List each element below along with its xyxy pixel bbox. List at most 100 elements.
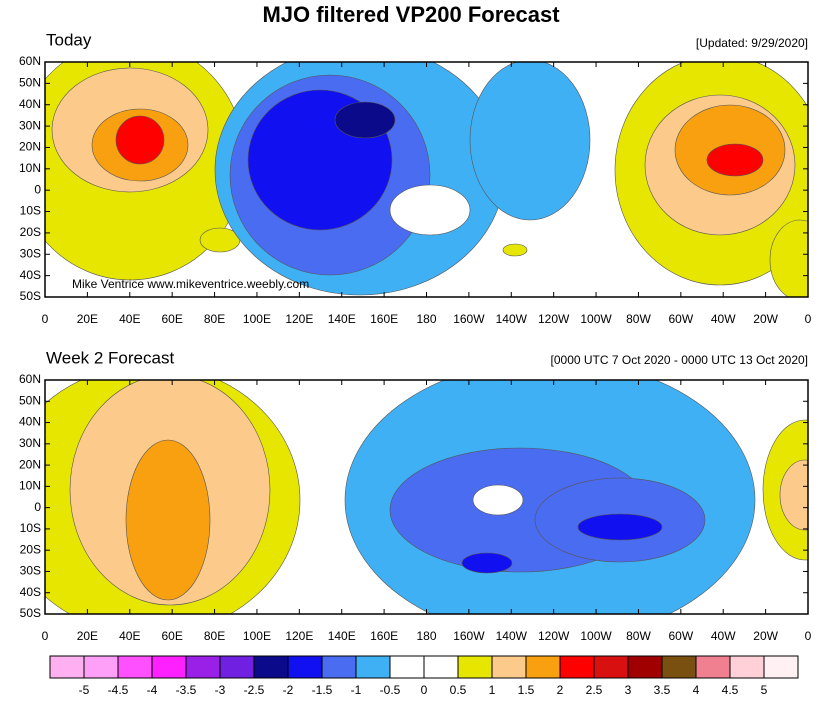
colorbar-label: -5 bbox=[79, 683, 90, 697]
lon-label: 60W bbox=[668, 312, 693, 326]
colorbar-box bbox=[525, 655, 561, 679]
lon-label: 140W bbox=[496, 629, 528, 643]
lon-label: 160E bbox=[370, 312, 398, 326]
colorbar-label: -3.5 bbox=[176, 683, 197, 697]
colorbar-box bbox=[763, 655, 799, 679]
colorbar-box bbox=[593, 655, 629, 679]
lon-label: 100E bbox=[243, 629, 271, 643]
lon-label: 60W bbox=[668, 629, 693, 643]
lat-label: 0 bbox=[34, 500, 41, 514]
colorbar-label: -1 bbox=[351, 683, 362, 697]
colorbar-label: -0.5 bbox=[380, 683, 401, 697]
lat-label: 40S bbox=[20, 268, 41, 282]
colorbar-label: 2.5 bbox=[586, 683, 603, 697]
panel-subtitle: [Updated: 9/29/2020] bbox=[696, 36, 808, 50]
lon-label: 120E bbox=[285, 312, 313, 326]
lon-label: 60E bbox=[161, 312, 182, 326]
lon-label: 40E bbox=[119, 629, 140, 643]
colorbar-box bbox=[695, 655, 731, 679]
lon-label: 160E bbox=[370, 629, 398, 643]
lat-label: 30N bbox=[19, 118, 41, 132]
colorbar-box bbox=[389, 655, 425, 679]
lon-label: 80W bbox=[626, 629, 651, 643]
lon-label: 60E bbox=[161, 629, 182, 643]
lat-label: 10S bbox=[20, 204, 41, 218]
colorbar-label: 0 bbox=[421, 683, 428, 697]
colorbar-box bbox=[219, 655, 255, 679]
colorbar-label: 3.5 bbox=[654, 683, 671, 697]
lat-label: 50N bbox=[19, 393, 41, 407]
colorbar-box bbox=[185, 655, 221, 679]
colorbar-label: -2 bbox=[283, 683, 294, 697]
lat-label: 20S bbox=[20, 542, 41, 556]
lon-label: 40W bbox=[711, 629, 736, 643]
lon-label: 80E bbox=[204, 312, 225, 326]
lon-label: 0 bbox=[42, 312, 49, 326]
lon-label: 120W bbox=[538, 312, 570, 326]
credit: Mike Ventrice www.mikeventrice.weebly.co… bbox=[72, 277, 309, 291]
panel-title: Today bbox=[46, 30, 92, 49]
lat-label: 50S bbox=[20, 606, 41, 620]
lon-label: 180 bbox=[416, 312, 436, 326]
colorbar-label: 4 bbox=[693, 683, 700, 697]
lon-label: 20W bbox=[753, 312, 778, 326]
colorbar-label: 4.5 bbox=[722, 683, 739, 697]
colorbar-label: 3 bbox=[625, 683, 632, 697]
lat-label: 10N bbox=[19, 161, 41, 175]
colorbar-box bbox=[661, 655, 697, 679]
colorbar-label: 2 bbox=[557, 683, 564, 697]
colorbar-box bbox=[83, 655, 119, 679]
lon-label: 100W bbox=[580, 629, 612, 643]
colorbar-box bbox=[559, 655, 595, 679]
lon-label: 20E bbox=[77, 312, 98, 326]
colorbar-label: 1.5 bbox=[518, 683, 535, 697]
lat-label: 50S bbox=[20, 289, 41, 303]
lat-label: 60N bbox=[19, 54, 41, 68]
colorbar-box bbox=[627, 655, 663, 679]
map-field bbox=[45, 380, 808, 614]
lon-label: 80E bbox=[204, 629, 225, 643]
colorbar-box bbox=[117, 655, 153, 679]
lat-label: 30S bbox=[20, 564, 41, 578]
colorbar-label: -4 bbox=[147, 683, 158, 697]
colorbar-label: -2.5 bbox=[244, 683, 265, 697]
lon-label: 100W bbox=[580, 312, 612, 326]
colorbar-box bbox=[49, 655, 85, 679]
panel-subtitle: [0000 UTC 7 Oct 2020 - 0000 UTC 13 Oct 2… bbox=[551, 353, 808, 367]
lon-label: 0 bbox=[805, 629, 812, 643]
lat-label: 20S bbox=[20, 225, 41, 239]
lat-label: 10S bbox=[20, 521, 41, 535]
lat-label: 30N bbox=[19, 436, 41, 450]
colorbar-label: 5 bbox=[761, 683, 768, 697]
lon-label: 160W bbox=[453, 629, 485, 643]
figure-title: MJO filtered VP200 Forecast bbox=[262, 2, 560, 27]
lon-label: 0 bbox=[805, 312, 812, 326]
lat-label: 40N bbox=[19, 97, 41, 111]
colorbar-box bbox=[729, 655, 765, 679]
colorbar-box bbox=[491, 655, 527, 679]
colorbar-label: 1 bbox=[489, 683, 496, 697]
lon-label: 20E bbox=[77, 629, 98, 643]
lon-label: 140E bbox=[328, 629, 356, 643]
lon-label: 40W bbox=[711, 312, 736, 326]
lon-label: 120E bbox=[285, 629, 313, 643]
lat-label: 60N bbox=[19, 372, 41, 386]
colorbar-label: -1.5 bbox=[312, 683, 333, 697]
colorbar-label: -3 bbox=[215, 683, 226, 697]
colorbar-box bbox=[151, 655, 187, 679]
lat-label: 50N bbox=[19, 76, 41, 90]
lat-label: 40N bbox=[19, 415, 41, 429]
colorbar-box bbox=[321, 655, 357, 679]
lon-label: 40E bbox=[119, 312, 140, 326]
lat-label: 20N bbox=[19, 140, 41, 154]
colorbar-box bbox=[423, 655, 459, 679]
lon-label: 180 bbox=[416, 629, 436, 643]
lat-label: 0 bbox=[34, 182, 41, 196]
lat-label: 40S bbox=[20, 585, 41, 599]
lon-label: 80W bbox=[626, 312, 651, 326]
panel-title: Week 2 Forecast bbox=[46, 348, 174, 367]
lon-label: 160W bbox=[453, 312, 485, 326]
lon-label: 140W bbox=[496, 312, 528, 326]
lon-label: 20W bbox=[753, 629, 778, 643]
